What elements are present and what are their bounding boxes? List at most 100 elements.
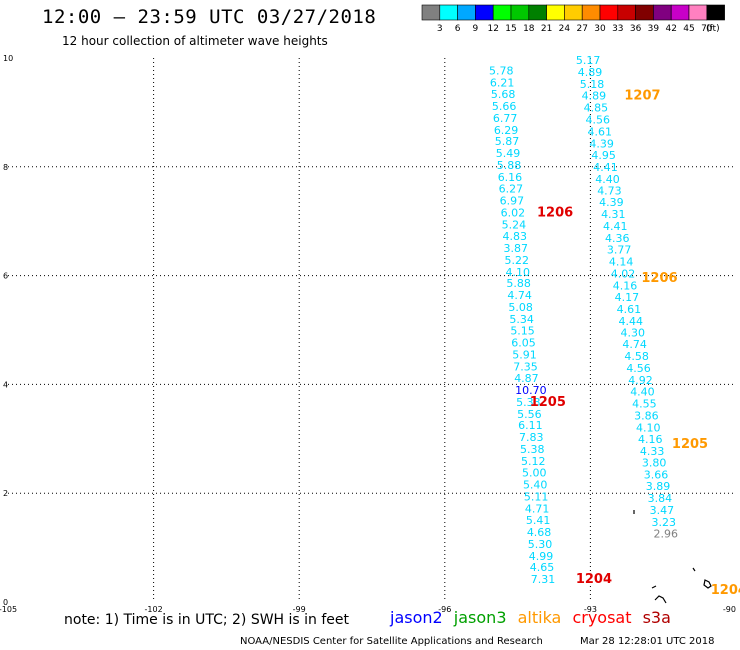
- wave-height-value: 5.00: [522, 467, 547, 480]
- wave-height-value: 5.15: [510, 325, 535, 338]
- wave-height-value: 3.23: [652, 516, 677, 529]
- wave-height-value: 3.86: [634, 409, 659, 422]
- time-label: 1204: [711, 583, 740, 598]
- wave-height-value: 5.87: [495, 135, 519, 148]
- chart-title: 12:00 – 23:59 UTC 03/27/2018: [42, 6, 377, 28]
- wave-height-value: 4.74: [622, 338, 647, 351]
- wave-height-value: 6.11: [518, 419, 543, 432]
- wave-height-value: 5.08: [508, 301, 533, 314]
- wave-height-value: 4.68: [527, 526, 552, 539]
- wave-height-value: 6.29: [494, 124, 519, 137]
- wave-height-value: 6.77: [493, 112, 518, 125]
- wave-height-value: 5.22: [504, 254, 528, 267]
- wave-height-value: 4.65: [530, 561, 555, 574]
- satellite-altika: altika: [517, 608, 562, 627]
- legend-swatch: [421, 4, 441, 21]
- wave-height-value: 4.30: [620, 327, 645, 340]
- wave-height-value: 5.11: [524, 490, 549, 503]
- legend-label: 30: [594, 24, 606, 34]
- time-label: 1206: [537, 205, 573, 220]
- time-label: 1204: [576, 572, 612, 587]
- coastline-marks: [633, 510, 712, 604]
- x-tick-label: -99: [293, 605, 306, 614]
- wave-height-value: 5.12: [521, 455, 546, 468]
- legend-label: 70: [701, 24, 713, 34]
- wave-height-value: 4.83: [503, 230, 528, 243]
- wave-height-value: 4.87: [514, 372, 539, 385]
- x-tick-label: -90: [723, 605, 736, 614]
- legend-swatch: [599, 4, 619, 21]
- wave-height-value: 3.47: [650, 504, 675, 517]
- legend-swatch: [653, 4, 672, 21]
- wave-height-value: 5.68: [491, 88, 516, 101]
- wave-height-value: 4.41: [593, 161, 618, 174]
- satellite-jason3: jason3: [453, 608, 507, 627]
- legend-swatch: [475, 4, 494, 21]
- wave-height-value: 5.66: [492, 100, 517, 113]
- legend-swatch: [457, 4, 476, 21]
- legend-label: 12: [487, 24, 498, 34]
- wave-height-value: 5.33: [516, 396, 541, 409]
- legend-swatch: [546, 4, 565, 21]
- legend-swatch: [528, 4, 547, 21]
- wave-height-value: 7.35: [513, 360, 538, 373]
- wave-height-value: 4.17: [615, 291, 640, 304]
- wave-height-value: 4.31: [601, 208, 626, 221]
- wave-height-value: 3.66: [644, 469, 669, 482]
- x-tick-label: -102: [145, 605, 163, 614]
- wave-height-value: 6.02: [501, 206, 526, 219]
- wave-height-value: 4.99: [529, 550, 554, 563]
- wave-height-value: 5.17: [576, 54, 601, 67]
- wave-height-value: 2.96: [653, 527, 678, 540]
- satellite-legend: jason2 jason3 altika cryosat s3a: [390, 608, 677, 627]
- chart-axes: -105 -102 -99 -96 -93 -90 0 2 4 6 8 10: [0, 54, 736, 614]
- legend-label: 15: [505, 24, 516, 34]
- legend-label: 24: [559, 24, 571, 34]
- legend-label: 3: [437, 24, 443, 34]
- wave-height-value: 7.83: [519, 431, 544, 444]
- wave-height-value: 4.61: [587, 125, 612, 138]
- wave-height-value: 4.14: [609, 255, 634, 268]
- wave-height-value: 5.34: [509, 313, 534, 326]
- wave-height-value: 3.77: [607, 243, 632, 256]
- wave-height-value: 4.39: [599, 196, 624, 209]
- y-tick-label: 2: [3, 489, 8, 498]
- legend-label: 21: [541, 24, 552, 34]
- wave-height-value: 6.05: [511, 337, 535, 350]
- satellite-s3a: s3a: [642, 608, 671, 627]
- y-tick-label: 4: [3, 380, 8, 389]
- wave-height-value: 4.16: [613, 279, 638, 292]
- legend-label: 42: [665, 24, 676, 34]
- wave-height-value: 5.38: [520, 443, 545, 456]
- wave-height-value: 4.95: [591, 149, 616, 162]
- y-tick-label: 0: [3, 598, 8, 607]
- time-label: 1205: [672, 437, 708, 452]
- wave-height-value: 4.89: [578, 66, 603, 79]
- wave-height-value: 6.27: [499, 183, 524, 196]
- wave-height-value: 4.85: [584, 102, 609, 115]
- wave-height-value: 4.58: [624, 350, 649, 363]
- legend-label: 6: [455, 24, 461, 34]
- color-legend: 3 6 9 12 15 18 21 24 27 30 33 36 39 42 45 70(ft): [421, 4, 725, 34]
- legend-label: 27: [576, 24, 587, 34]
- legend-label: 33: [612, 24, 623, 34]
- wave-height-value: 5.18: [580, 78, 605, 91]
- wave-height-value: 3.84: [648, 492, 673, 505]
- wave-height-value: 4.40: [595, 173, 620, 186]
- wave-height-value: 4.41: [603, 220, 628, 233]
- satellite-cryosat: cryosat: [572, 608, 632, 627]
- legend-swatch: [439, 4, 458, 21]
- wave-height-value: 6.16: [498, 171, 522, 184]
- wave-height-value: 4.73: [597, 185, 622, 198]
- wave-height-value: 4.40: [630, 385, 655, 398]
- wave-height-value: 4.02: [611, 267, 636, 280]
- legend-unit: (ft): [706, 24, 720, 34]
- wave-height-value: 5.91: [512, 348, 537, 361]
- wave-height-value: 5.40: [523, 478, 548, 491]
- wave-height-value: 4.71: [525, 502, 550, 515]
- wave-height-value: 4.33: [640, 445, 665, 458]
- legend-swatch: [510, 4, 530, 21]
- x-tick-label: -96: [438, 605, 451, 614]
- wave-height-value: 3.87: [504, 242, 529, 255]
